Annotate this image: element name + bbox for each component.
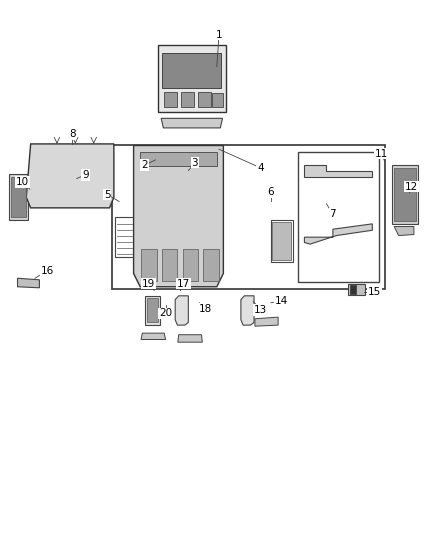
Text: 3: 3 (191, 158, 198, 167)
Polygon shape (134, 146, 223, 287)
Text: 14: 14 (275, 296, 288, 306)
Text: 9: 9 (82, 170, 89, 180)
Text: 2: 2 (141, 160, 148, 170)
Bar (142, 161, 215, 244)
Bar (298, 152, 379, 282)
Text: 8: 8 (69, 130, 76, 139)
Bar (115, 217, 134, 257)
Bar (272, 222, 291, 260)
Text: 17: 17 (177, 279, 190, 288)
Bar (48, 187, 110, 204)
Bar (350, 285, 356, 294)
Polygon shape (175, 296, 188, 325)
Text: 19: 19 (142, 279, 155, 288)
Bar (212, 93, 223, 107)
Bar (112, 145, 385, 289)
Polygon shape (394, 227, 414, 236)
Polygon shape (255, 317, 278, 326)
Text: 7: 7 (329, 209, 336, 219)
Bar (140, 152, 217, 166)
Text: 4: 4 (257, 163, 264, 173)
Bar (162, 249, 177, 281)
Bar (141, 249, 157, 281)
Polygon shape (161, 118, 223, 128)
Bar (9, 174, 28, 220)
Bar (164, 92, 177, 107)
Polygon shape (304, 224, 372, 244)
Bar (203, 249, 219, 281)
Bar (145, 296, 160, 325)
Text: 5: 5 (104, 190, 111, 199)
Bar (183, 249, 198, 281)
Polygon shape (241, 296, 254, 325)
Text: 20: 20 (159, 309, 172, 318)
Polygon shape (18, 278, 39, 288)
Bar (198, 92, 211, 107)
Bar (11, 177, 26, 217)
Text: 12: 12 (405, 182, 418, 191)
Text: 11: 11 (374, 149, 388, 158)
Polygon shape (141, 333, 166, 340)
Bar (271, 220, 293, 262)
Bar (181, 92, 194, 107)
Polygon shape (304, 165, 372, 177)
Bar (394, 168, 416, 221)
Text: 10: 10 (16, 177, 29, 187)
Text: 6: 6 (267, 187, 274, 197)
Bar (392, 165, 418, 224)
Polygon shape (26, 144, 114, 208)
Text: 1: 1 (215, 30, 223, 39)
Polygon shape (178, 335, 202, 342)
Bar (348, 284, 365, 295)
Text: 15: 15 (368, 287, 381, 297)
Polygon shape (158, 45, 226, 112)
Text: 16: 16 (41, 266, 54, 276)
Text: 18: 18 (198, 304, 212, 314)
Text: 13: 13 (254, 305, 267, 315)
Bar (147, 298, 158, 322)
Bar (162, 53, 221, 88)
